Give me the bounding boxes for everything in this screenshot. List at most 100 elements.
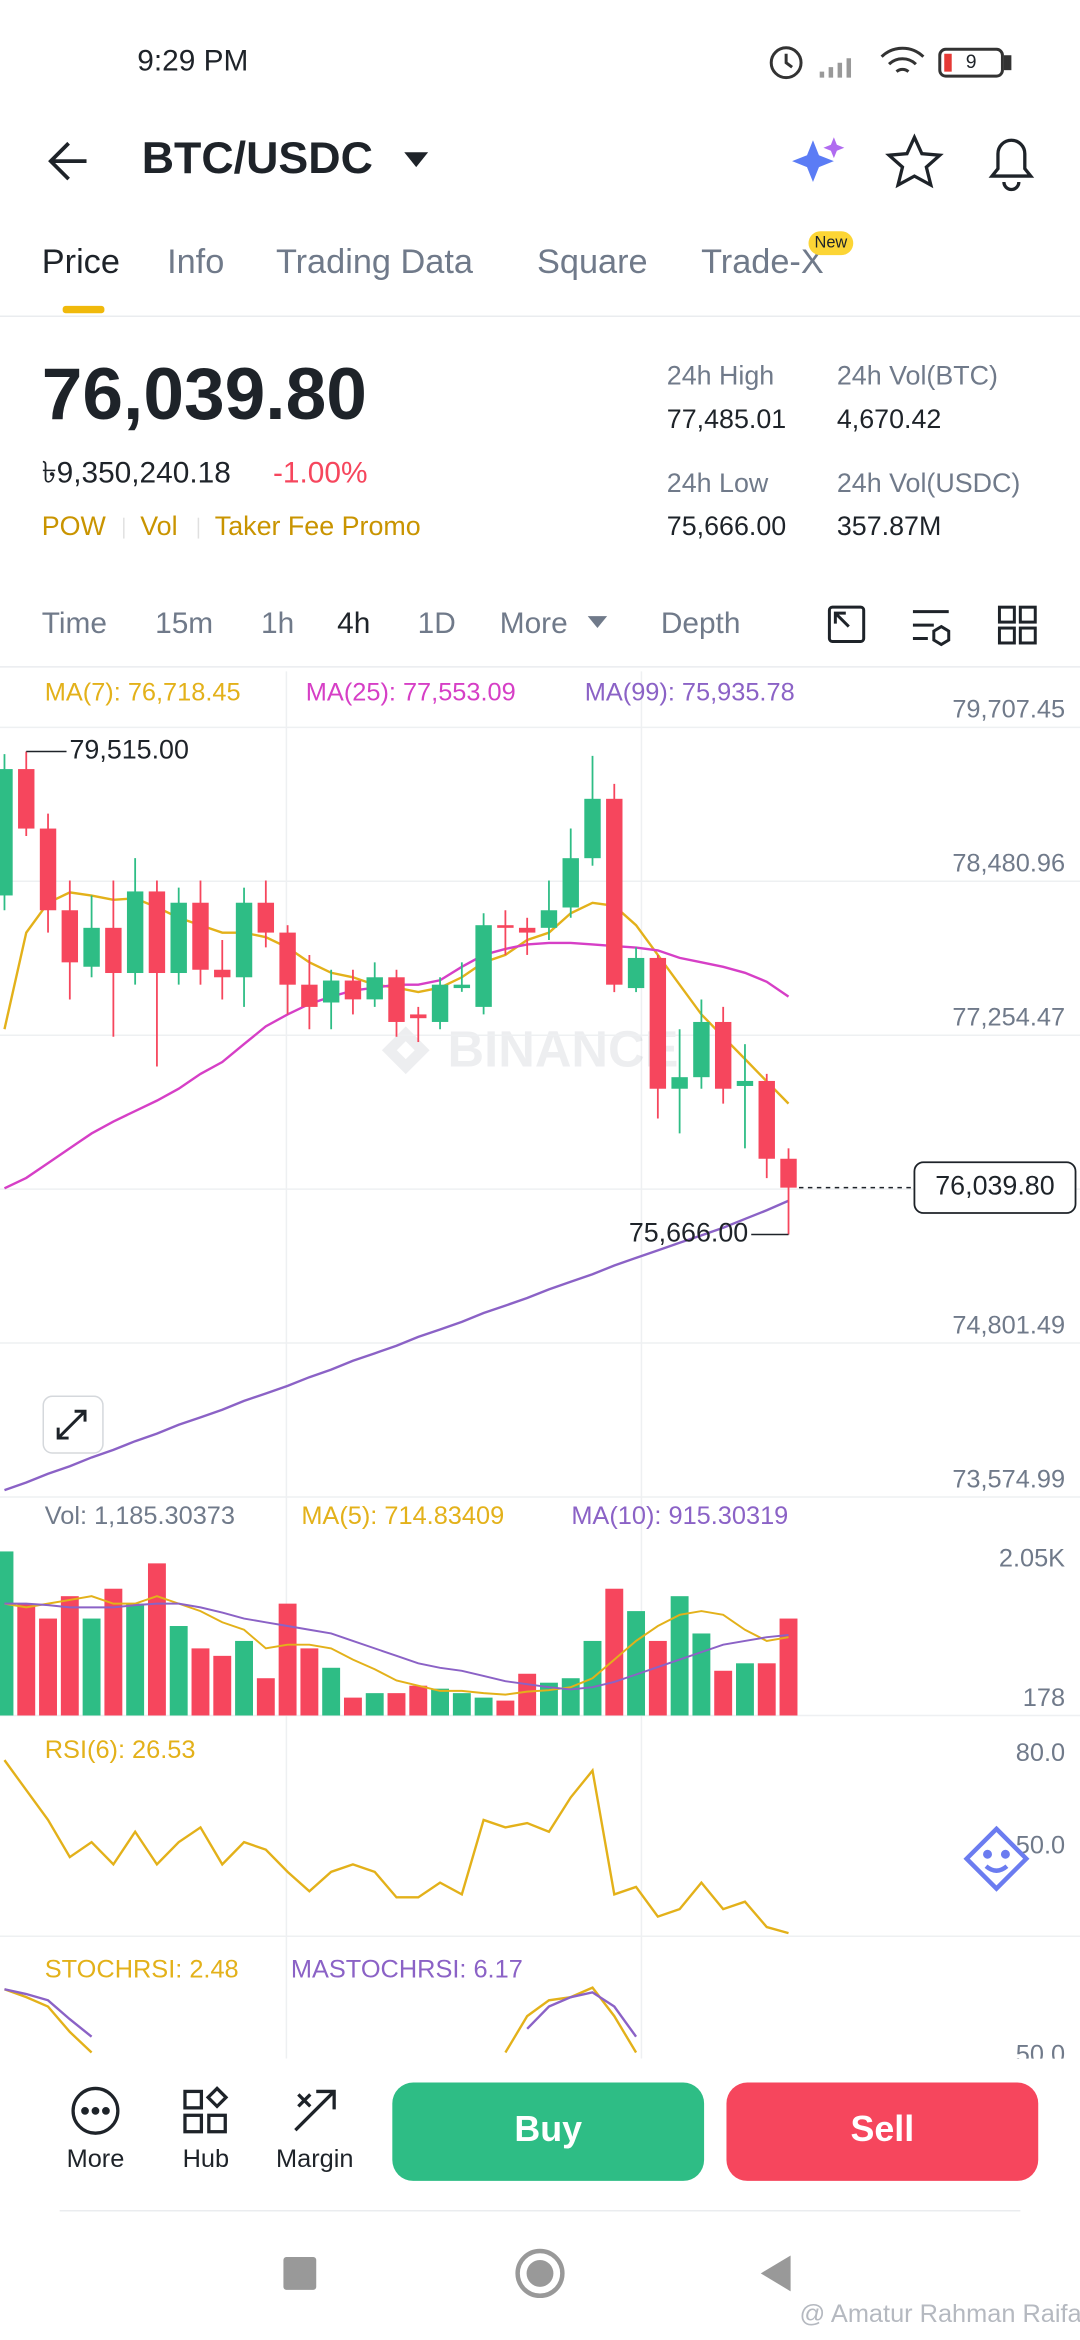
pair-title[interactable]: BTC/USDC	[142, 133, 373, 183]
tab[interactable]: Info	[167, 243, 224, 281]
volume-bar	[648, 1640, 667, 1716]
tab[interactable]: Square	[537, 243, 648, 281]
legend-entry: MASTOCHRSI: 6.17	[291, 1955, 523, 1983]
buy-button[interactable]	[392, 2082, 705, 2181]
stat-value: 4,670.42	[837, 404, 942, 434]
ai-button[interactable]	[792, 137, 845, 183]
volume-bar	[518, 1673, 537, 1716]
y-tick-label: 77,254.47	[952, 1003, 1065, 1031]
candle-body	[235, 902, 253, 978]
volume-bar	[169, 1626, 188, 1716]
y-tick-label: 2.05K	[999, 1544, 1065, 1572]
volume-bar	[300, 1648, 319, 1716]
y-tick-label: 79,707.45	[952, 696, 1065, 724]
candle-body	[453, 984, 471, 989]
volume-bar	[714, 1670, 733, 1716]
candle-body	[126, 891, 144, 974]
watermark-text: BINANCE	[448, 1021, 679, 1078]
chart-tools[interactable]	[827, 605, 1037, 647]
candle-body	[105, 927, 122, 974]
candle-body	[279, 932, 296, 985]
candle-body	[39, 828, 57, 911]
interval[interactable]: 15m	[155, 607, 213, 640]
candle-body	[170, 902, 187, 974]
rsi-legend: RSI(6): 26.53	[45, 1736, 196, 1764]
tag[interactable]: Vol	[140, 511, 177, 541]
interval[interactable]: Time	[42, 607, 107, 640]
legend-entry: STOCHRSI: 2.48	[45, 1955, 239, 1983]
tool-label[interactable]: More	[67, 2145, 125, 2173]
expand-button[interactable]	[42, 1395, 104, 1454]
nav-bar[interactable]	[283, 2248, 791, 2299]
back-button[interactable]	[48, 141, 87, 181]
credit: @ Amatur Rahman Raifa	[800, 2300, 1080, 2328]
tool-label[interactable]: Margin	[276, 2145, 353, 2173]
candle-body	[410, 1014, 427, 1019]
stat-label: 24h High	[667, 361, 774, 391]
candle-body	[344, 980, 362, 1000]
tab[interactable]: Trade-X	[701, 243, 824, 281]
tab[interactable]: Price	[42, 243, 120, 281]
assistant-button[interactable]	[963, 1825, 1030, 1892]
volume-bar	[343, 1697, 362, 1716]
fiat-price: ৳9,350,240.18	[42, 456, 231, 489]
volume-bar	[0, 1551, 14, 1716]
legend-entry: MA(25): 77,553.09	[306, 678, 516, 706]
volume-bar	[17, 1603, 36, 1716]
candle-body	[758, 1080, 775, 1159]
tab[interactable]: Trading Data	[276, 243, 474, 281]
candle-body	[606, 798, 623, 985]
candle-body	[257, 902, 275, 933]
volume-bar	[736, 1663, 754, 1716]
volume-bar	[278, 1603, 297, 1716]
rsi-line	[3, 1759, 789, 1935]
tool-icons	[71, 2086, 336, 2135]
favorite-button[interactable]	[885, 133, 944, 189]
interval[interactable]: 4h	[337, 607, 370, 640]
tool-label[interactable]: Hub	[183, 2145, 230, 2173]
volume-bar	[126, 1603, 145, 1716]
interval[interactable]: Depth	[661, 607, 741, 640]
candle-body	[431, 984, 449, 1022]
new-badge-text: New	[814, 234, 847, 252]
tag[interactable]: Taker Fee Promo	[215, 511, 421, 541]
high-label: 79,515.00	[70, 735, 189, 765]
volume-bar	[39, 1618, 57, 1716]
candle-body	[736, 1080, 754, 1086]
alert-button[interactable]	[988, 138, 1035, 192]
pair-dropdown[interactable]	[404, 152, 429, 168]
volume-bar	[692, 1633, 711, 1716]
volume-bar	[387, 1693, 406, 1716]
volume-bar	[779, 1618, 798, 1716]
stochrsi-line	[4, 1988, 638, 2038]
volume-bar	[235, 1640, 253, 1716]
interval[interactable]: 1D	[418, 607, 456, 640]
candle-body	[780, 1158, 797, 1188]
interval[interactable]: 1h	[261, 607, 294, 640]
interval[interactable]: More	[500, 607, 568, 640]
sell-button[interactable]	[726, 2082, 1039, 2181]
candle-body	[562, 858, 579, 908]
stat-label: 24h Vol(USDC)	[837, 468, 1021, 498]
battery-level: 9	[966, 51, 977, 73]
legend-entry: MA(10): 915.30319	[571, 1502, 788, 1530]
buy-label[interactable]: Buy	[514, 2109, 582, 2149]
candle-body	[214, 969, 231, 978]
tag[interactable]: POW	[42, 511, 107, 541]
volume-average	[4, 1602, 789, 1691]
candle-body	[518, 927, 536, 933]
candle-body	[649, 957, 667, 1089]
volume-bar	[213, 1655, 232, 1716]
candle-body	[497, 925, 514, 928]
volume-bar	[757, 1663, 776, 1716]
moving-average	[4, 1199, 789, 1492]
candle-body	[148, 891, 166, 974]
candle-body	[0, 769, 13, 896]
plot: 79,707.4578,480.9677,254.4776,027.9874,8…	[0, 678, 1080, 2068]
price-change: -1.00%	[273, 456, 368, 489]
sell-label[interactable]: Sell	[851, 2109, 915, 2149]
